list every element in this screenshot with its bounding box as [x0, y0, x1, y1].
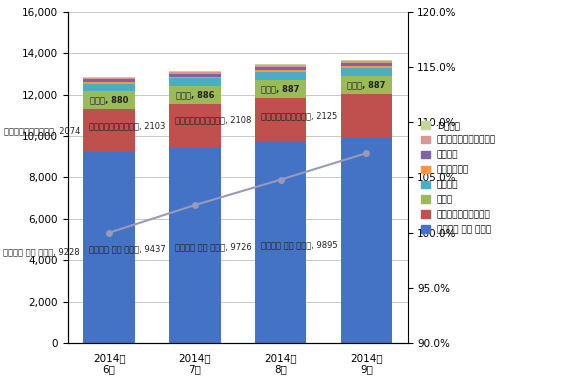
Bar: [83, 152, 135, 343]
Bar: [341, 138, 392, 343]
Bar: [255, 72, 306, 80]
Bar: [169, 72, 221, 74]
Bar: [255, 66, 306, 67]
Bar: [83, 109, 135, 152]
Bar: [169, 78, 221, 86]
Legend: Dシェア, カーシェアリング・ワン, エコロカ, アース・カー, カリテコ, カレコ, オリックスカーシェア, タイムズ カー プラス: Dシェア, カーシェアリング・ワン, エコロカ, アース・カー, カリテコ, カ…: [419, 119, 498, 236]
Text: タイムズ カー プラス, 9228: タイムズ カー プラス, 9228: [3, 247, 80, 256]
Bar: [255, 67, 306, 70]
Text: タイムズ カー プラス, 9437: タイムズ カー プラス, 9437: [89, 245, 166, 254]
Text: タイムズ カー プラス, 9895: タイムズ カー プラス, 9895: [260, 240, 337, 249]
Bar: [341, 66, 392, 68]
Bar: [255, 64, 306, 66]
Text: カレコ, 886: カレコ, 886: [175, 90, 214, 99]
Bar: [169, 74, 221, 76]
Bar: [83, 76, 135, 78]
Text: カレコ, 887: カレコ, 887: [261, 84, 300, 93]
Bar: [83, 82, 135, 83]
Text: タイムズ カー プラス, 9726: タイムズ カー プラス, 9726: [175, 242, 251, 251]
Bar: [255, 70, 306, 72]
Text: カレコ, 887: カレコ, 887: [347, 80, 385, 89]
Bar: [341, 63, 392, 66]
Bar: [169, 71, 221, 72]
Text: オリックスカーシェア, 2108: オリックスカーシェア, 2108: [175, 115, 251, 124]
Bar: [169, 148, 221, 343]
Bar: [255, 142, 306, 343]
Bar: [255, 80, 306, 98]
Bar: [83, 78, 135, 80]
Text: オリックスカーシェア, 2125: オリックスカーシェア, 2125: [261, 112, 337, 121]
Text: オリックスカーシェア, 2074: オリックスカーシェア, 2074: [3, 126, 80, 135]
Bar: [341, 76, 392, 94]
Bar: [169, 86, 221, 104]
Text: オリックスカーシェア, 2103: オリックスカーシェア, 2103: [89, 121, 166, 130]
Bar: [341, 60, 392, 61]
Text: カレコ, 880: カレコ, 880: [90, 96, 128, 105]
Bar: [83, 91, 135, 109]
Bar: [169, 104, 221, 148]
Bar: [341, 61, 392, 63]
Bar: [83, 83, 135, 91]
Bar: [169, 76, 221, 78]
Bar: [341, 94, 392, 138]
Bar: [255, 98, 306, 142]
Bar: [341, 68, 392, 76]
Bar: [83, 80, 135, 82]
